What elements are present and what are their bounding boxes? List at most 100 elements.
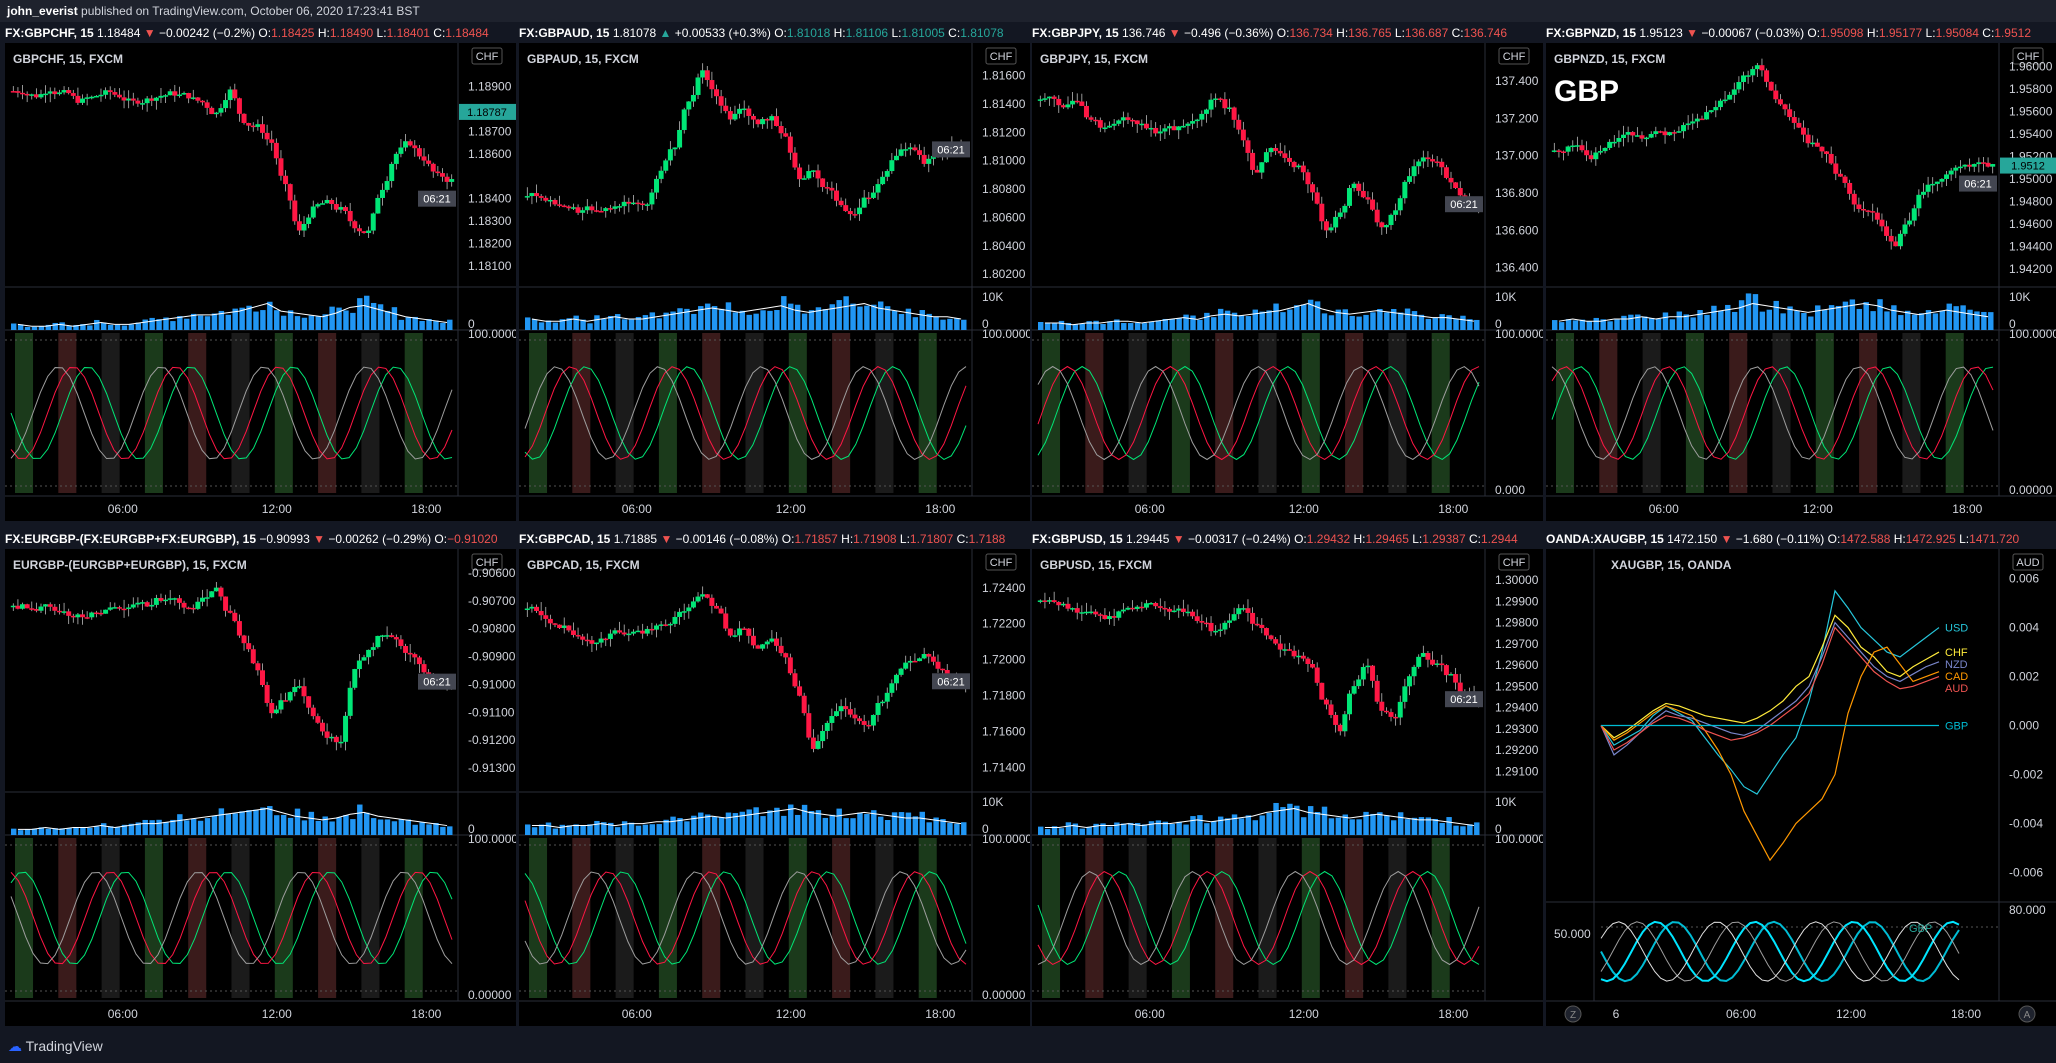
quote-direction-icon: ▲ (659, 26, 672, 40)
candle-body (538, 610, 544, 616)
candle-body (672, 616, 678, 624)
candle-body (1907, 220, 1913, 225)
candlestick-chart[interactable]: GBPJPY, 15, FXCM CHF 137.400 137.200 137.000… (1032, 43, 1543, 521)
volume-bar (1439, 823, 1445, 835)
candle-body (1125, 607, 1131, 610)
candle-body (1194, 616, 1200, 621)
quote-symbol[interactable]: FX:GBPNZD, 15 (1546, 26, 1637, 40)
volume-bar (857, 306, 863, 330)
osc-zone (745, 838, 764, 998)
candle-body (1134, 606, 1140, 609)
candle-body (857, 718, 863, 722)
volume-bar (1183, 824, 1189, 835)
chart-panel[interactable]: GBPJPY, 15, FXCM CHF 137.400 137.200 137.000… (1032, 43, 1543, 521)
candle-body (1042, 98, 1048, 100)
volume-bar (878, 301, 884, 330)
y-tick-label: -0.90800 (468, 622, 516, 636)
chart-panel[interactable]: GBPCAD, 15, FXCM CHF 1.72400 1.72200 1.72000… (519, 549, 1030, 1026)
volume-bar (246, 305, 252, 330)
candle-body (98, 612, 104, 615)
candle-body (1213, 630, 1219, 633)
candle-body (870, 714, 876, 726)
candle-body (1406, 676, 1412, 687)
quote-symbol[interactable]: FX:GBPCHF, 15 (5, 26, 94, 40)
osc-line (524, 871, 967, 965)
quote-change: −0.00242 (−0.2%) (159, 26, 256, 40)
author-name[interactable]: john_everist (7, 4, 78, 18)
candle-body (56, 92, 62, 95)
chart-panel[interactable]: EURGBP-(EURGBP+EURGBP), 15, FXCM CHF -0.90… (5, 549, 516, 1026)
volume-bar (128, 324, 135, 330)
candle-body (672, 147, 678, 150)
candle-body (227, 89, 233, 101)
quote-symbol[interactable]: FX:GBPAUD, 15 (519, 26, 610, 40)
volume-bar (24, 326, 31, 330)
quote-c: 1.18484 (445, 26, 489, 40)
osc-tick-label: 0.00000 (468, 988, 512, 1002)
volume-tick-label: 10K (982, 290, 1003, 304)
currency-badge-label: CHF (1503, 51, 1526, 63)
chart-panel[interactable]: XAUGBP, 15, OANDA AUD 0.006 0.004 0.002 0.000… (1546, 549, 2056, 1026)
volume-bar (149, 820, 155, 835)
osc-tick-label: 80.000 (2009, 903, 2046, 917)
candle-body (1574, 145, 1580, 147)
line-chart[interactable]: XAUGBP, 15, OANDA AUD 0.006 0.004 0.002 0.000… (1546, 549, 2056, 1026)
candle-body (343, 207, 349, 211)
candlestick-chart[interactable]: GBPAUD, 15, FXCM CHF 1.81600 1.81400 1.81200… (519, 43, 1030, 521)
candle-body (1874, 212, 1880, 220)
candle-body (718, 96, 724, 106)
chart-panel[interactable]: GBPCHF, 15, FXCM CHF 1.18900 1.18700 1.18600… (5, 43, 516, 521)
volume-bar (398, 819, 405, 835)
osc-zone (745, 333, 764, 493)
candle-body (797, 167, 803, 180)
candle-body (343, 715, 349, 742)
currency-badge (471, 553, 503, 571)
chart-panel[interactable]: GBPAUD, 15, FXCM CHF 1.81600 1.81400 1.81200… (519, 43, 1030, 521)
tradingview-logo[interactable]: ☁ TradingView (8, 1038, 103, 1055)
candle-body (769, 638, 775, 642)
volume-bar (781, 815, 787, 835)
candle-body (250, 649, 256, 664)
volume-bar (552, 322, 559, 330)
candle-body (1584, 150, 1590, 156)
candle-body (686, 101, 692, 110)
candle-body (421, 664, 427, 673)
currency-badge-label: CHF (990, 557, 1013, 569)
y-tick-label: 137.200 (1495, 111, 1539, 125)
candlestick-chart[interactable]: EURGBP-(EURGBP+EURGBP), 15, FXCM CHF-0.90… (5, 549, 516, 1026)
candle-body (250, 125, 256, 128)
candle-body (1990, 164, 1996, 167)
volume-bar (1169, 823, 1175, 835)
quote-symbol[interactable]: FX:EURGBP-(FX:EURGBP+FX:EURGBP), 15 (5, 532, 257, 546)
volume-bar (1572, 320, 1579, 330)
candlestick-chart[interactable]: GBPCAD, 15, FXCM CHF 1.72400 1.72200 1.72000… (519, 549, 1030, 1026)
chart-panel[interactable]: GBPUSD, 15, FXCM CHF 1.30000 1.29900 1.29800… (1032, 549, 1543, 1026)
candle-body (561, 205, 567, 208)
candle-body (1425, 653, 1431, 660)
candle-body (223, 596, 229, 611)
volume-bar (1038, 322, 1044, 330)
candle-body (884, 171, 890, 177)
quote-symbol[interactable]: FX:GBPCAD, 15 (519, 532, 611, 546)
volume-bar (1044, 323, 1051, 330)
candle-body (598, 210, 604, 213)
candle-body (930, 656, 936, 662)
currency-badge-label: AUD (2016, 557, 2039, 569)
candle-body (1153, 602, 1159, 607)
candlestick-chart[interactable]: GBPCHF, 15, FXCM CHF 1.18900 1.18700 1.18600… (5, 43, 516, 521)
candle-body (33, 609, 39, 611)
osc-line (1600, 921, 1960, 982)
volume-bar (1918, 313, 1925, 330)
quote-symbol[interactable]: FX:GBPUSD, 15 (1032, 532, 1123, 546)
volume-bar (1725, 304, 1731, 330)
quote-symbol[interactable]: FX:GBPJPY, 15 (1032, 26, 1119, 40)
candlestick-chart[interactable]: GBPUSD, 15, FXCM CHF 1.30000 1.29900 1.29800… (1032, 549, 1543, 1026)
candle-body (866, 197, 872, 200)
osc-zone (788, 333, 807, 493)
candle-body (1250, 152, 1256, 170)
volume-bar (1953, 306, 1959, 330)
chart-panel[interactable]: GBPNZD, 15, FXCM GBP CHF 1.96000 1.95800 1.95… (1546, 43, 2056, 521)
quote-symbol[interactable]: OANDA:XAUGBP, 15 (1546, 532, 1664, 546)
candle-body (1379, 222, 1385, 228)
